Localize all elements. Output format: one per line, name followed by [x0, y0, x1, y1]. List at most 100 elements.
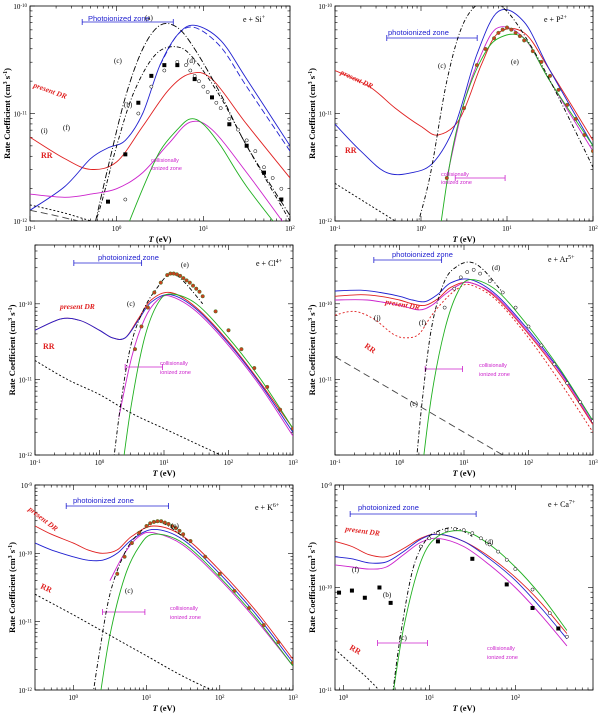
coll-zone-label-si: collisionally [151, 158, 179, 164]
annotation-f-ca: (f) [352, 566, 360, 574]
x-axis-label-cl: T (eV) [153, 468, 176, 478]
rr-label-ar: RR [363, 341, 378, 355]
data-point-red-p [444, 175, 449, 180]
data-point-square-si [192, 77, 197, 82]
x-tick-label-cl: 100 [95, 459, 105, 467]
series-present-dr-ca [335, 533, 568, 634]
data-point-open-ca [565, 634, 569, 639]
x-axis-label-p: T (eV) [453, 234, 476, 244]
data-point-red-p [522, 38, 527, 43]
data-point-red-p [492, 36, 497, 41]
photo-zone-label-p: photoionized zone [388, 28, 449, 37]
data-point-red-k [291, 660, 293, 665]
data-point-red-k [181, 532, 186, 537]
rr-label-cl: RR [43, 342, 55, 351]
series-j-red-dotted-ar [335, 283, 593, 433]
panel-k: 100 101 102 103 10-12 10-11 10-10 10-9 T (eV) Rat… [7, 482, 298, 713]
x-tick-label-p: 102 [588, 225, 598, 233]
data-point-open-si [192, 74, 197, 78]
data-point-open-ca [427, 536, 432, 541]
series-blue-k [35, 528, 293, 663]
data-point-red-p [462, 106, 467, 111]
annotation-f-ar: (f) [419, 319, 427, 327]
data-point-red-p [591, 149, 593, 154]
data-point-open-ca [504, 557, 509, 562]
x-tick-label-p: 101 [502, 225, 512, 233]
data-point-red-cl [197, 289, 202, 294]
series-rr-p [335, 183, 397, 221]
y-axis-label-cl: Rate Coefficient (cm3 s-1) [7, 304, 17, 395]
data-point-square-si [149, 73, 154, 78]
plot-area-si [30, 22, 290, 221]
coll-zone-label-ca: collisionally [487, 646, 515, 652]
series-present-dr-si [30, 71, 290, 179]
photo-zone-label-k: photoionized zone [73, 496, 134, 505]
ion-label-p: e + P2+ [544, 15, 568, 24]
y-tick-label-ca: 10-9 [321, 482, 333, 490]
data-point-red-p [505, 25, 510, 30]
data-point-open-si [227, 117, 232, 121]
data-point-square-si [136, 100, 141, 105]
data-point-open-si [214, 100, 219, 105]
rr-label-k: RR [39, 582, 53, 595]
data-point-square-si [262, 170, 266, 175]
annotation-c-ar: (c) [410, 400, 418, 408]
y-tick-label-k: 10-10 [18, 550, 32, 558]
series-c-k [93, 521, 191, 690]
photo-zone-label-si: Photoionized zone [88, 14, 150, 23]
data-point-open-ca [418, 544, 423, 549]
data-point-red-p [509, 27, 514, 32]
data-point-square-si [106, 199, 110, 204]
data-point-open-ar [578, 400, 582, 404]
data-point-open-ar [526, 324, 531, 329]
series-blue-dashed-si [159, 26, 290, 152]
series-f-si [30, 120, 283, 221]
coll-zone-label-ar-2: ionized zone [479, 372, 510, 378]
rr-label-p: RR [345, 146, 357, 155]
data-point-red-cl [191, 283, 196, 288]
data-point-square-si [210, 95, 214, 100]
present-dr-label-cl: present DR [59, 302, 95, 311]
rr-label-si: RR [41, 151, 53, 160]
annotation-c-cl: (c) [127, 300, 135, 308]
x-tick-label-si: 10-1 [24, 225, 36, 233]
x-tick-label-si: 100 [112, 225, 122, 233]
data-point-open-ar [471, 267, 476, 272]
panel-cl: 10-1 100 101 102 103 10-12 10-11 10-10 T (eV) Rat… [7, 244, 298, 478]
axes-cl: 10-1 100 101 102 103 10-12 10-11 10-10 T (eV) Rat… [7, 244, 298, 478]
data-point-open-ar [552, 362, 557, 367]
annotation-j-ar: (j) [374, 314, 381, 322]
data-point-open-ar [487, 279, 492, 283]
plot-frame-k [34, 484, 294, 691]
data-point-open-ar [465, 270, 470, 274]
x-tick-label-ca: 100 [339, 694, 349, 702]
annotations-ar: e + Ar5+ photoionized zone collisionally… [363, 250, 575, 408]
data-point-red-cl [152, 290, 157, 295]
annotation-d-ar: (d) [492, 264, 501, 272]
data-point-open-ca [470, 531, 475, 536]
x-axis-label-ca: T (eV) [453, 703, 476, 713]
x-tick-label-p: 100 [416, 225, 426, 233]
annotation-d-ca: (d) [485, 538, 494, 546]
data-point-open-ar [442, 305, 447, 310]
x-tick-label-k: 100 [69, 694, 79, 702]
data-point-red-k [247, 606, 252, 611]
photo-zone-label-ar: photoionized zone [392, 250, 453, 259]
annotation-b-ca: (b) [383, 591, 392, 599]
data-point-red-cl [184, 278, 189, 283]
annotations-k: e + K6+ photoionized zone collisionally … [26, 496, 280, 621]
data-point-red-cl [145, 305, 150, 310]
x-axis-label-ar: T (eV) [453, 468, 476, 478]
data-point-open-si [270, 176, 275, 180]
data-point-open-si [201, 84, 206, 89]
series-rr-si [30, 204, 93, 221]
y-tick-label-p: 10-12 [318, 218, 332, 226]
series-c-si [95, 46, 290, 221]
data-point-square-ca [349, 588, 354, 593]
data-point-open-ca [513, 567, 518, 571]
ion-label-cl: e + Cl4+ [256, 259, 283, 268]
annotation-e-k: (e) [171, 522, 179, 530]
series-rr-k [35, 593, 213, 690]
data-point-open-si [236, 127, 240, 132]
